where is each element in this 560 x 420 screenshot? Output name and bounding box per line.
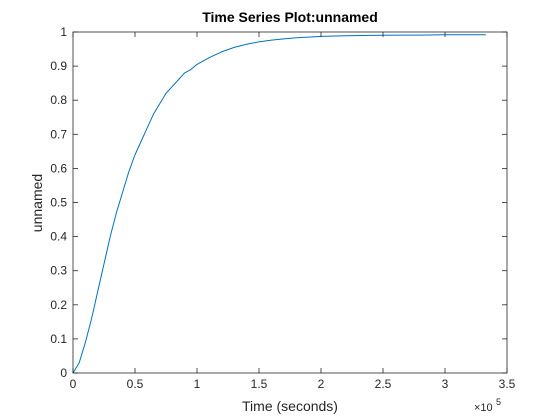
x-tick-label: 3: [442, 377, 449, 391]
x-tick-label: 0.5: [127, 377, 144, 391]
y-tick-label: 0.5: [50, 196, 67, 210]
y-tick-label: 0.2: [50, 298, 67, 312]
x-axis-title: Time (seconds): [242, 398, 338, 414]
plot-area: [73, 32, 507, 373]
x-axis-multiplier-exponent: 5: [496, 397, 501, 407]
x-axis-ticks: 0 0.5 1 1.5 2 2.5 3 3.5: [70, 32, 516, 391]
y-tick-label: 0.7: [50, 127, 67, 141]
y-axis-ticks: 0 0.1 0.2 0.3 0.4 0.5 0.6 0.7 0.8 0.9 1: [50, 25, 507, 380]
series-layer: [72, 34, 486, 374]
y-tick-label: 0.6: [50, 161, 67, 175]
y-tick-label: 0.3: [50, 264, 67, 278]
x-tick-label: 0: [70, 377, 77, 391]
x-tick-label: 2: [318, 377, 325, 391]
x-axis-multiplier: ×10: [474, 402, 493, 414]
y-tick-label: 0.4: [50, 230, 67, 244]
y-tick-label: 0.9: [50, 59, 67, 73]
x-tick-label: 2.5: [375, 377, 392, 391]
x-tick-label: 1.5: [251, 377, 268, 391]
y-tick-label: 0.1: [50, 332, 67, 346]
axes-background: [73, 32, 507, 373]
y-tick-label: 1: [60, 25, 67, 39]
y-tick-label: 0.8: [50, 93, 67, 107]
x-tick-label: 3.5: [499, 377, 516, 391]
chart-title: Time Series Plot:unnamed: [202, 9, 378, 25]
series-line-0: [72, 34, 486, 374]
y-axis-title: unnamed: [29, 174, 45, 232]
x-tick-label: 1: [194, 377, 201, 391]
y-tick-label: 0: [60, 366, 67, 380]
